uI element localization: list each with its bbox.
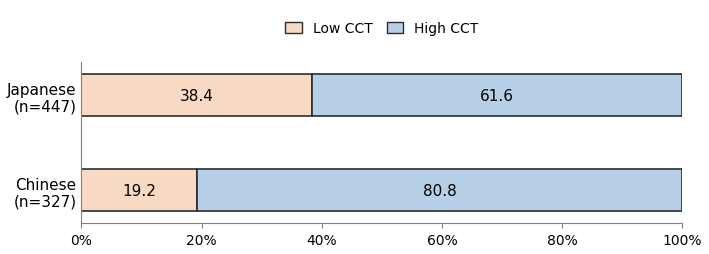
Legend: Low CCT, High CCT: Low CCT, High CCT: [281, 18, 483, 40]
Bar: [82, 74, 312, 117]
Text: 80.8: 80.8: [423, 183, 457, 198]
Text: 61.6: 61.6: [480, 88, 514, 103]
Text: 19.2: 19.2: [122, 183, 156, 198]
Bar: [82, 169, 197, 212]
Bar: [197, 169, 682, 212]
Text: 38.4: 38.4: [180, 88, 213, 103]
Bar: [312, 74, 682, 117]
